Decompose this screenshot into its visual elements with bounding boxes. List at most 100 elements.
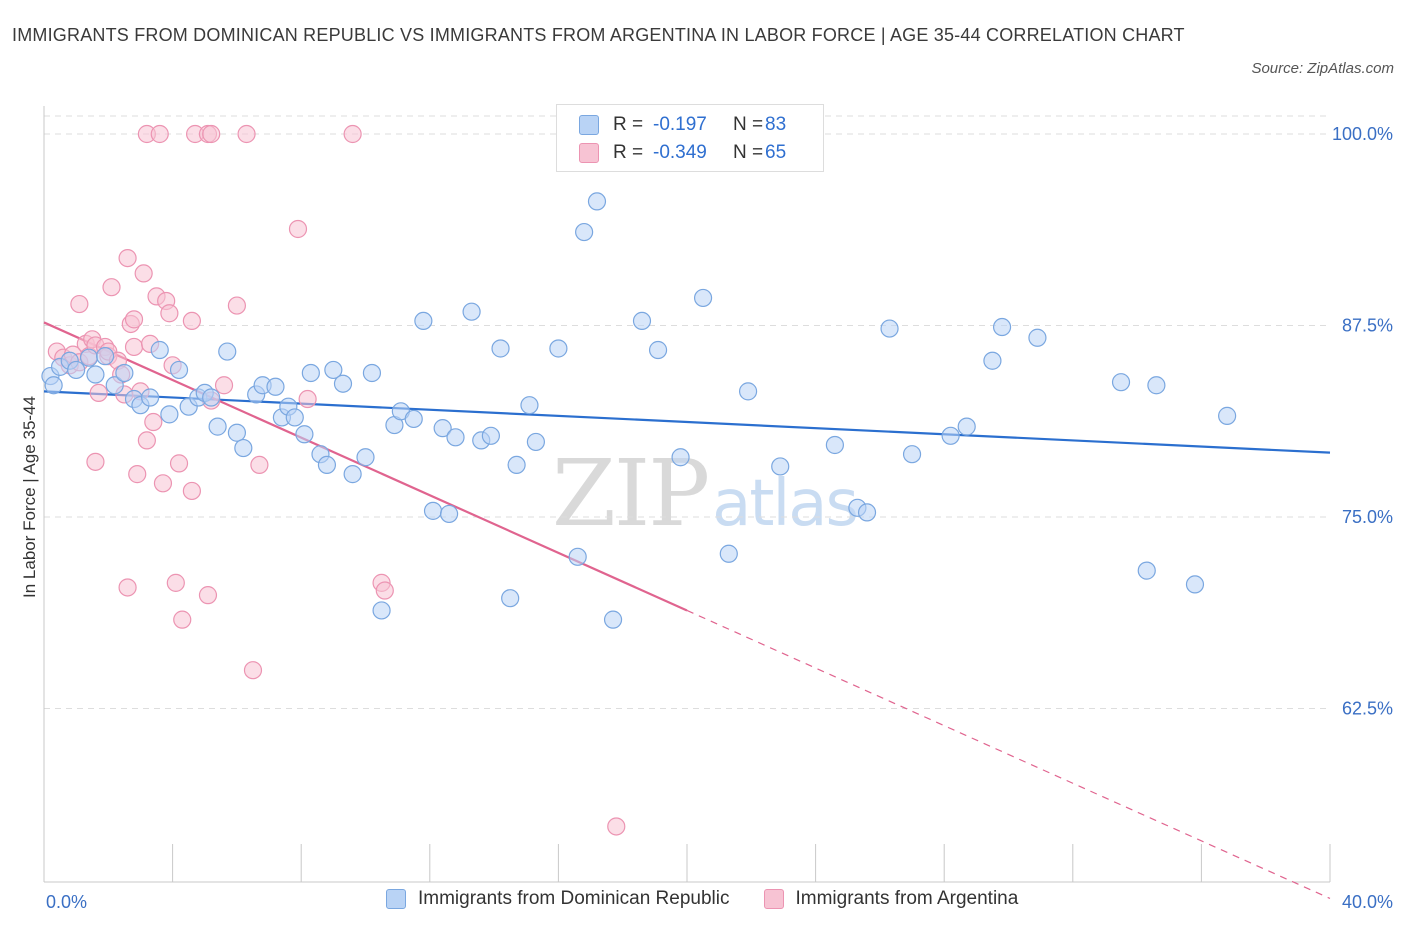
data-points: [41, 124, 1237, 836]
point-dominican: [857, 503, 877, 522]
point-dominican: [433, 419, 452, 438]
point-dominican: [79, 348, 99, 367]
point-dominican: [520, 396, 539, 415]
legend-n-value: 83: [765, 114, 787, 135]
point-dominican: [507, 455, 526, 475]
point-dominican: [1185, 575, 1205, 594]
point-argentina: [237, 124, 256, 144]
point-argentina: [173, 610, 192, 629]
point-argentina: [182, 481, 201, 501]
legend-item-argentina: Immigrants from Argentina: [763, 888, 1019, 910]
point-dominican: [648, 340, 668, 360]
y-tick-label: 87.5%: [1342, 316, 1393, 336]
point-dominican: [941, 426, 960, 445]
point-dominican: [423, 501, 443, 520]
point-argentina: [137, 431, 156, 450]
legend-r-label: R =: [613, 142, 644, 163]
legend-swatch-blue: [386, 889, 406, 909]
point-dominican: [446, 428, 465, 447]
point-dominican: [295, 425, 314, 444]
point-dominican: [568, 547, 587, 566]
point-dominican: [266, 377, 285, 396]
point-dominican: [372, 601, 391, 620]
axes: [43, 106, 1331, 883]
point-dominican: [501, 589, 520, 608]
point-argentina: [169, 454, 189, 473]
point-argentina: [118, 248, 137, 268]
point-argentina: [124, 337, 144, 357]
legend-item-dominican: Immigrants from Dominican Republic: [386, 888, 730, 910]
point-dominican: [414, 311, 433, 331]
point-dominican: [301, 363, 320, 383]
point-argentina: [160, 304, 179, 323]
legend-swatch-blue: [579, 115, 599, 135]
point-argentina: [214, 376, 234, 395]
point-argentina: [134, 264, 153, 283]
point-argentina: [118, 578, 137, 597]
point-dominican: [356, 448, 375, 467]
point-dominican: [481, 426, 500, 445]
y-tick-label: 100.0%: [1332, 124, 1393, 144]
point-dominican: [549, 339, 568, 358]
legend-n-label: N =: [733, 114, 764, 135]
legend-n-label: N =: [733, 142, 764, 163]
point-dominican: [105, 376, 124, 395]
point-dominican: [771, 457, 790, 476]
point-dominican: [738, 382, 758, 401]
point-dominican: [902, 445, 922, 464]
y-tick-label: 62.5%: [1342, 699, 1393, 719]
point-dominican: [671, 448, 690, 467]
point-argentina: [150, 124, 169, 144]
point-argentina: [375, 581, 394, 600]
point-dominican: [67, 360, 86, 380]
y-tick-label: 75.0%: [1342, 507, 1393, 527]
point-dominican: [693, 288, 713, 308]
point-argentina: [182, 311, 201, 331]
point-argentina: [198, 586, 218, 605]
point-dominican: [169, 360, 189, 380]
point-dominican: [208, 417, 227, 436]
point-dominican: [285, 408, 304, 427]
legend-swatch-pink: [763, 889, 784, 909]
point-dominican: [86, 365, 105, 384]
point-argentina: [166, 573, 185, 592]
chart-title: IMMIGRANTS FROM DOMINICAN REPUBLIC VS IM…: [12, 25, 1185, 45]
y-axis-label: In Labor Force | Age 35-44: [20, 396, 39, 598]
legend-swatch-pink: [579, 143, 599, 163]
point-dominican: [150, 340, 169, 360]
point-dominican: [1147, 376, 1166, 395]
legend-r-value: -0.197: [653, 114, 707, 135]
series-legend: Immigrants from Dominican Republic Immig…: [386, 888, 1052, 910]
x-tick-label: 0.0%: [46, 892, 87, 912]
legend-label-dominican: Immigrants from Dominican Republic: [418, 888, 730, 909]
point-dominican: [587, 192, 607, 211]
point-dominican: [317, 455, 337, 475]
point-dominican: [575, 222, 594, 242]
point-dominican: [491, 339, 510, 358]
point-argentina: [128, 465, 147, 484]
point-dominican: [1111, 373, 1131, 392]
legend-label-argentina: Immigrants from Argentina: [795, 888, 1019, 909]
legend-r-label: R =: [613, 114, 644, 135]
point-dominican: [218, 342, 237, 361]
correlation-legend: R = -0.197 N = 83 R = -0.349 N = 65: [556, 104, 824, 172]
grid-lines: [44, 115, 1330, 709]
point-argentina: [298, 389, 317, 409]
point-dominican: [95, 347, 115, 366]
point-argentina: [343, 124, 362, 144]
point-argentina: [144, 412, 163, 432]
point-dominican: [160, 405, 179, 424]
point-argentina: [607, 817, 626, 836]
point-argentina: [86, 452, 105, 471]
point-dominican: [115, 363, 134, 383]
legend-row-argentina: R = -0.349 N = 65: [579, 140, 786, 166]
point-dominican: [825, 435, 844, 455]
point-argentina: [243, 661, 263, 680]
point-dominican: [439, 504, 459, 524]
point-argentina: [70, 294, 89, 314]
point-dominican: [1137, 561, 1156, 580]
point-argentina: [124, 310, 144, 329]
point-dominican: [526, 432, 545, 452]
watermark-atlas: atlas: [712, 467, 859, 541]
point-argentina: [102, 278, 121, 297]
